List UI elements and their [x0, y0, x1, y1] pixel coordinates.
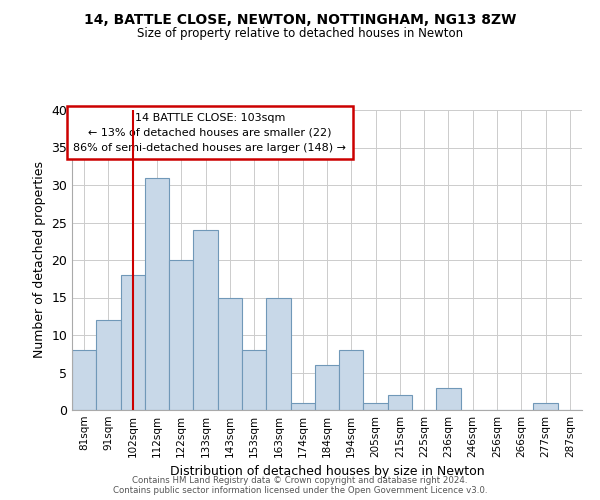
Text: 14 BATTLE CLOSE: 103sqm
← 13% of detached houses are smaller (22)
86% of semi-de: 14 BATTLE CLOSE: 103sqm ← 13% of detache…: [73, 113, 346, 152]
Bar: [533, 402, 558, 410]
Bar: [290, 402, 315, 410]
Bar: [72, 350, 96, 410]
Bar: [96, 320, 121, 410]
Bar: [145, 178, 169, 410]
Text: 14, BATTLE CLOSE, NEWTON, NOTTINGHAM, NG13 8ZW: 14, BATTLE CLOSE, NEWTON, NOTTINGHAM, NG…: [84, 12, 516, 26]
Bar: [266, 298, 290, 410]
Y-axis label: Number of detached properties: Number of detached properties: [33, 162, 46, 358]
Bar: [218, 298, 242, 410]
Bar: [242, 350, 266, 410]
Bar: [121, 275, 145, 410]
Bar: [436, 388, 461, 410]
Text: Contains public sector information licensed under the Open Government Licence v3: Contains public sector information licen…: [113, 486, 487, 495]
Bar: [339, 350, 364, 410]
Text: Contains HM Land Registry data © Crown copyright and database right 2024.: Contains HM Land Registry data © Crown c…: [132, 476, 468, 485]
Bar: [193, 230, 218, 410]
Bar: [169, 260, 193, 410]
Bar: [388, 395, 412, 410]
Bar: [364, 402, 388, 410]
Bar: [315, 365, 339, 410]
X-axis label: Distribution of detached houses by size in Newton: Distribution of detached houses by size …: [170, 466, 484, 478]
Text: Size of property relative to detached houses in Newton: Size of property relative to detached ho…: [137, 28, 463, 40]
